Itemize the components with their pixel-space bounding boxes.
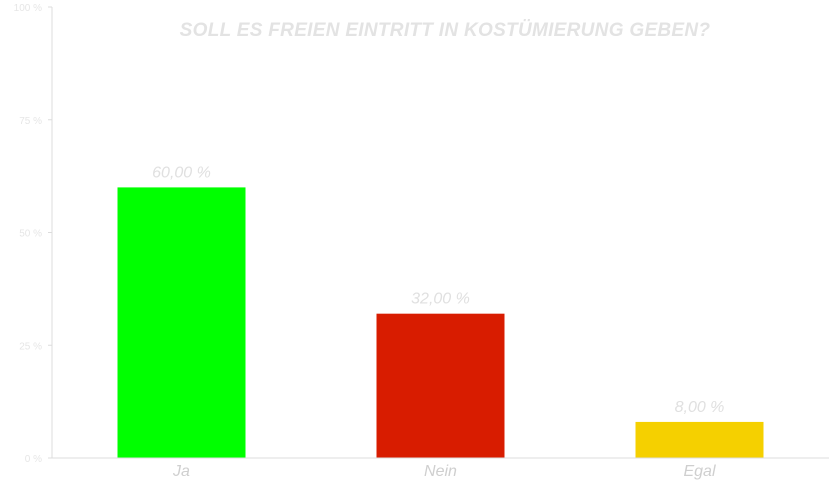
bars: [117, 187, 764, 458]
x-axis: Ja Nein Egal: [52, 457, 829, 480]
y-tick-label: 100 %: [14, 3, 42, 14]
data-label-egal: 8,00 %: [675, 399, 725, 416]
bar-ja: [117, 187, 246, 458]
x-tick-label-nein: Nein: [424, 463, 457, 480]
bar-egal: [635, 421, 764, 458]
data-label-nein: 32,00 %: [411, 291, 470, 308]
y-tick-label: 0 %: [25, 454, 42, 465]
y-axis: 0 % 25 % 50 % 75 % 100 %: [14, 3, 53, 465]
x-tick-label-ja: Ja: [172, 463, 190, 480]
chart-title: SOLL ES FREIEN EINTRITT IN KOSTÜMIERUNG …: [180, 20, 711, 41]
y-tick-label: 25 %: [19, 341, 42, 352]
x-tick-label-egal: Egal: [683, 463, 715, 480]
y-tick-label: 75 %: [19, 116, 42, 127]
value-labels: 60,00 % 32,00 % 8,00 %: [152, 164, 724, 416]
y-tick-label: 50 %: [19, 229, 42, 240]
data-label-ja: 60,00 %: [152, 164, 211, 181]
bar-nein: [376, 313, 505, 458]
